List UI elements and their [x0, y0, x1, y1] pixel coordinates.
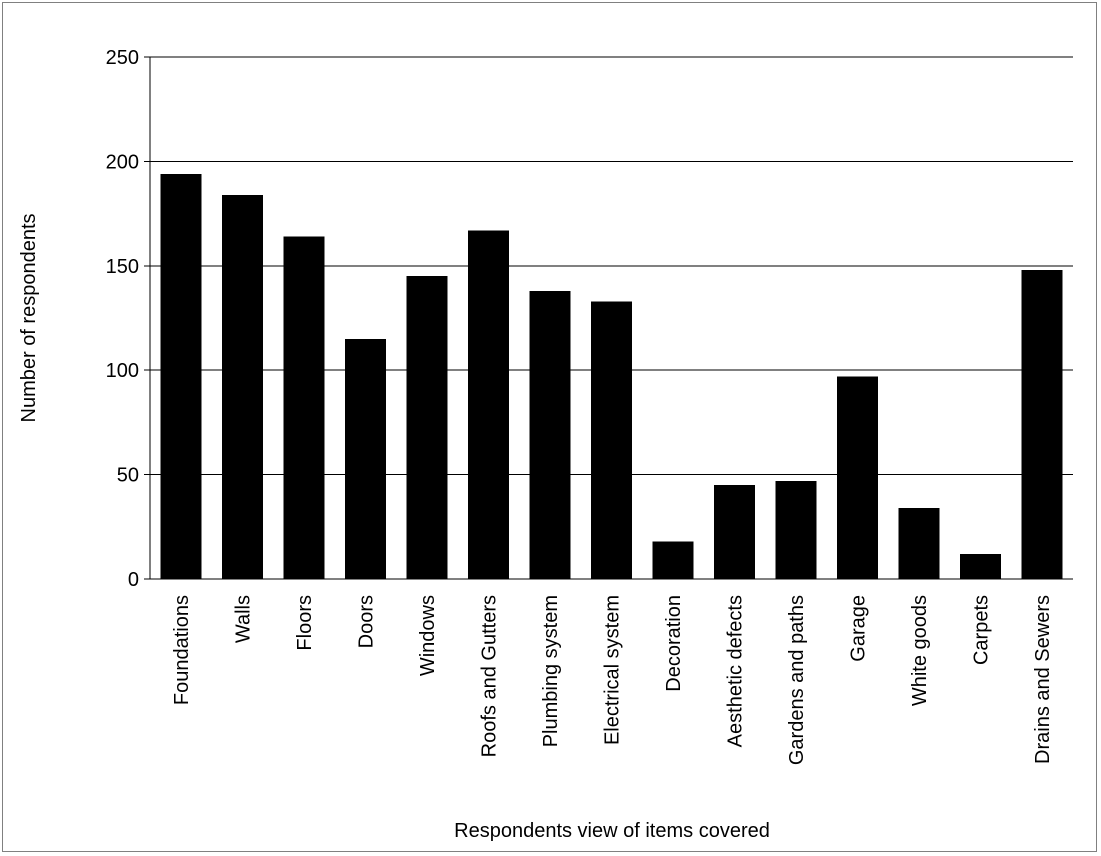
- y-tick-label: 200: [106, 151, 139, 173]
- y-tick-label: 0: [128, 569, 139, 591]
- bar-foundations: [160, 173, 202, 580]
- y-tick-labels: 0 50 100 150 200 250: [106, 47, 139, 591]
- x-tick-label: Carpets: [971, 595, 993, 665]
- x-tick-label: Floors: [294, 595, 316, 651]
- y-axis-label: Number of respondents: [18, 213, 40, 422]
- x-tick-label: Roofs and Gutters: [478, 595, 500, 757]
- bar-plumbing-system: [529, 290, 571, 579]
- x-tick-label: Doors: [355, 595, 377, 648]
- bars: [160, 173, 1063, 580]
- x-tick-label: Foundations: [171, 595, 193, 705]
- x-tick-label: Garage: [848, 595, 870, 662]
- x-tick-label: Electrical system: [602, 595, 624, 745]
- x-tick-label: Aesthetic defects: [725, 595, 747, 747]
- x-tick-label: Decoration: [663, 595, 685, 692]
- y-tick-label: 150: [106, 256, 139, 278]
- x-tick-label: Walls: [232, 595, 254, 643]
- y-tick-label: 100: [106, 360, 139, 382]
- y-tick-label: 50: [117, 465, 139, 487]
- bar-garage: [837, 376, 879, 579]
- bar-floors: [283, 236, 325, 579]
- y-tick-label: 250: [106, 47, 139, 69]
- bar-walls: [221, 194, 263, 580]
- bar-carpets: [960, 553, 1002, 579]
- axes: [144, 56, 1073, 580]
- bar-roofs-and-gutters: [467, 230, 509, 579]
- bar-decoration: [652, 541, 694, 579]
- x-tick-label: Windows: [417, 595, 439, 676]
- x-tick-label: Plumbing system: [540, 595, 562, 747]
- bar-electrical-system: [591, 301, 632, 579]
- x-axis-label: Respondents view of items covered: [454, 820, 770, 842]
- bar-gardens-and-paths: [775, 480, 817, 579]
- x-tick-label: White goods: [909, 595, 931, 706]
- x-tick-label: Drains and Sewers: [1032, 595, 1054, 764]
- bar-white-goods: [898, 508, 940, 579]
- bar-windows: [406, 276, 448, 579]
- x-tick-labels: Foundations Walls Floors Doors Windows Roofs …: [171, 595, 1054, 765]
- x-tick-label: Gardens and paths: [786, 595, 808, 765]
- bar-drains-and-sewers: [1021, 269, 1063, 579]
- bar-aesthetic-defects: [714, 485, 756, 579]
- bar-doors: [344, 338, 386, 579]
